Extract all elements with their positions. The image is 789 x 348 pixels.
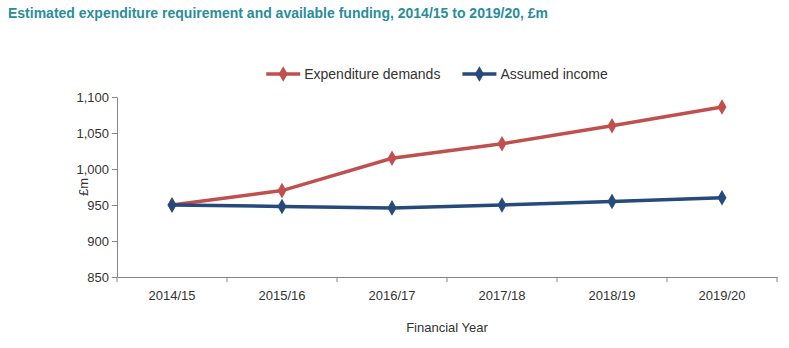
series-marker <box>498 136 507 152</box>
series-line <box>172 107 722 205</box>
y-axis: 850 900 950 1,000 1,050 1,100 <box>76 90 117 285</box>
series-marker <box>388 150 397 166</box>
x-tick-label: 2017/18 <box>479 288 526 303</box>
series-marker <box>168 197 177 213</box>
y-tick-label: 950 <box>87 198 109 213</box>
x-separator <box>447 277 448 282</box>
y-tick-label: 1,100 <box>76 90 109 105</box>
x-tick: 2017/18 <box>479 277 526 303</box>
x-tick-label: 2014/15 <box>149 288 196 303</box>
x-separator <box>117 277 118 282</box>
legend-label: Expenditure demands <box>304 66 440 82</box>
y-tick-mark <box>112 277 117 278</box>
x-tick-label: 2016/17 <box>369 288 416 303</box>
x-tick: 2016/17 <box>369 277 416 303</box>
series-marker <box>608 194 617 210</box>
x-tick: 2019/20 <box>699 277 746 303</box>
legend-item: Assumed income <box>462 66 608 82</box>
legend: Expenditure demands Assumed income <box>266 66 608 82</box>
y-axis-title: £m <box>76 178 91 196</box>
y-tick: 1,000 <box>76 162 117 177</box>
x-separator <box>777 277 778 282</box>
y-tick-label: 850 <box>87 270 109 285</box>
y-tick-mark <box>112 205 117 206</box>
series-marker <box>278 183 287 199</box>
x-separator <box>227 277 228 282</box>
y-tick: 950 <box>87 198 117 213</box>
series-marker <box>718 190 727 206</box>
x-separator <box>337 277 338 282</box>
series-marker <box>498 197 507 213</box>
y-tick-mark <box>112 133 117 134</box>
legend-marker <box>279 66 288 82</box>
plot-area <box>168 99 727 215</box>
x-tick: 2018/19 <box>589 277 636 303</box>
x-separator <box>557 277 558 282</box>
x-tick-label: 2019/20 <box>699 288 746 303</box>
y-tick: 850 <box>87 270 117 285</box>
x-axis-title: Financial Year <box>406 320 488 335</box>
legend-marker <box>475 66 484 82</box>
y-tick-mark <box>112 241 117 242</box>
legend-label: Assumed income <box>500 66 608 82</box>
series-marker <box>278 199 287 215</box>
x-separators <box>117 277 777 282</box>
x-axis: 2014/15 2015/16 2016/17 2017/18 2018/19 2019/… <box>118 277 778 303</box>
y-axis-line <box>117 98 118 278</box>
x-tick-label: 2015/16 <box>259 288 306 303</box>
y-tick-mark <box>112 97 117 98</box>
series-marker <box>718 99 727 115</box>
y-tick: 1,050 <box>76 126 117 141</box>
series-line <box>172 198 722 208</box>
series-marker <box>608 118 617 134</box>
y-tick-label: 1,000 <box>76 162 109 177</box>
series-marker <box>388 200 397 216</box>
x-separator <box>667 277 668 282</box>
series-marker <box>168 197 177 213</box>
y-tick: 900 <box>87 234 117 249</box>
x-tick: 2014/15 <box>149 277 196 303</box>
y-tick-label: 900 <box>87 234 109 249</box>
y-tick-mark <box>112 169 117 170</box>
x-tick: 2015/16 <box>259 277 306 303</box>
legend-item: Expenditure demands <box>266 66 440 82</box>
title: Estimated expenditure requirement and av… <box>8 5 548 21</box>
x-tick-label: 2018/19 <box>589 288 636 303</box>
chart: Estimated expenditure requirement and av… <box>0 0 789 348</box>
y-tick-label: 1,050 <box>76 126 109 141</box>
y-tick: 1,100 <box>76 90 117 105</box>
